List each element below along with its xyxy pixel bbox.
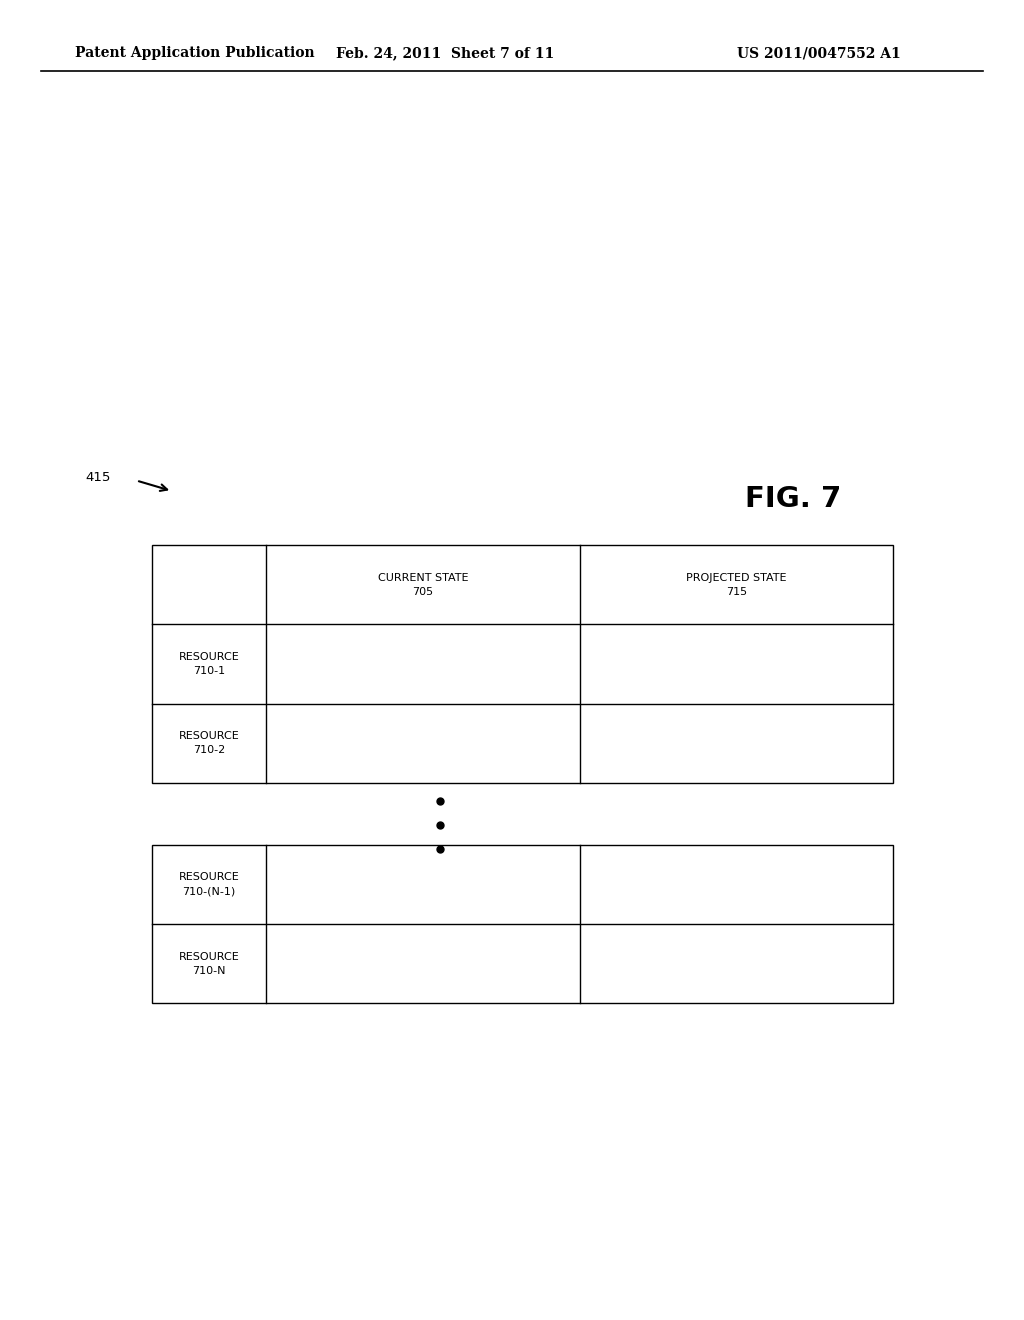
Text: CURRENT STATE
705: CURRENT STATE 705 (378, 573, 468, 597)
Text: US 2011/0047552 A1: US 2011/0047552 A1 (737, 46, 901, 61)
Text: PROJECTED STATE
715: PROJECTED STATE 715 (686, 573, 786, 597)
Text: RESOURCE
710-2: RESOURCE 710-2 (178, 731, 240, 755)
Text: Patent Application Publication: Patent Application Publication (75, 46, 314, 61)
Text: RESOURCE
710-1: RESOURCE 710-1 (178, 652, 240, 676)
Bar (152, 545, 893, 783)
Text: RESOURCE
710-(N-1): RESOURCE 710-(N-1) (178, 873, 240, 896)
Text: RESOURCE
710-N: RESOURCE 710-N (178, 952, 240, 975)
Text: Feb. 24, 2011  Sheet 7 of 11: Feb. 24, 2011 Sheet 7 of 11 (336, 46, 555, 61)
Text: FIG. 7: FIG. 7 (745, 484, 842, 513)
Text: 415: 415 (85, 471, 111, 484)
Bar (152, 845, 893, 1003)
